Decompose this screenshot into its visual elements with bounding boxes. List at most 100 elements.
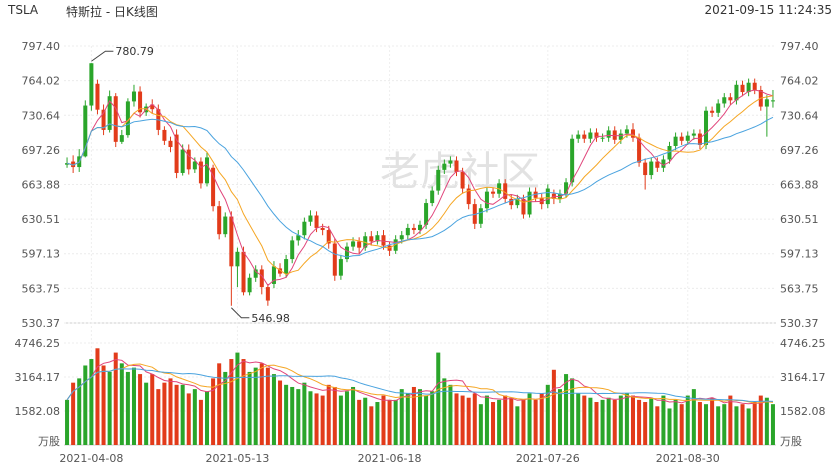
candle-body: [436, 169, 441, 191]
volume-bar: [466, 397, 471, 445]
price-tick-left: 797.40: [22, 40, 61, 53]
price-tick-right: 663.88: [780, 179, 819, 192]
volume-tick-left: 3164.17: [15, 371, 61, 384]
candle-body: [89, 63, 94, 106]
candle-body: [278, 268, 283, 274]
candle-body: [247, 277, 252, 293]
candle-body: [320, 227, 325, 231]
volume-bar: [685, 395, 690, 445]
candle-body: [180, 149, 185, 173]
volume-bar: [302, 382, 307, 445]
candle-body: [150, 104, 155, 110]
candle-body: [308, 215, 313, 222]
volume-bar: [497, 399, 502, 445]
volume-bar: [186, 393, 191, 445]
candle-body: [545, 188, 550, 205]
candle-body: [119, 135, 124, 142]
price-tick-right: 597.13: [780, 248, 819, 261]
volume-bar: [704, 404, 709, 445]
candle-body: [624, 129, 629, 134]
volume-bar: [168, 378, 173, 445]
stock-symbol: TSLA: [8, 3, 39, 17]
volume-tick-right: 4746.25: [780, 337, 826, 350]
volume-bar: [424, 395, 429, 445]
volume-bar: [618, 395, 623, 445]
volume-bar: [588, 397, 593, 445]
volume-bar: [95, 348, 100, 445]
candle-body: [734, 84, 739, 101]
volume-bar: [624, 393, 629, 445]
volume-bar: [357, 399, 362, 445]
candle-body: [417, 224, 423, 231]
candle-body: [259, 269, 264, 288]
volume-bar: [296, 389, 301, 445]
volume-bar: [253, 367, 258, 445]
candle-body: [101, 109, 106, 130]
candle-body: [302, 221, 307, 236]
candle-body: [679, 136, 684, 141]
candle-body: [217, 206, 222, 235]
volume-bar: [582, 395, 587, 445]
volume-bar: [564, 374, 569, 445]
candle-body: [606, 130, 611, 138]
date-tick-label: 2021-07-26: [516, 452, 580, 465]
volume-bar: [338, 395, 343, 445]
volume-bar: [284, 384, 289, 445]
volume-bar: [89, 359, 94, 445]
candle-body: [265, 287, 270, 301]
watermark-text: 老虎社区: [380, 149, 540, 195]
volume-bar: [192, 389, 197, 445]
candle-body: [235, 251, 240, 267]
candle-body: [673, 136, 678, 146]
candle-body: [411, 227, 416, 231]
volume-bar: [734, 406, 739, 445]
candle-body: [375, 235, 380, 242]
candle-body: [740, 84, 745, 93]
candle-body: [448, 160, 453, 164]
volume-bar: [752, 402, 757, 445]
candle-body: [211, 167, 216, 207]
volume-bar: [381, 395, 386, 445]
price-tick-right: 630.51: [780, 213, 819, 226]
volume-bar: [740, 404, 745, 445]
candle-body: [205, 157, 210, 184]
candle-body: [600, 137, 605, 139]
candle-body: [637, 137, 642, 163]
volume-bar: [211, 378, 216, 445]
candle-body: [357, 241, 362, 248]
chart-title: 特斯拉 - 日K线图: [66, 5, 158, 19]
volume-bar: [393, 399, 398, 445]
volume-bar: [290, 386, 295, 445]
volume-bar: [101, 365, 106, 445]
candle-body: [667, 145, 672, 160]
candle-body: [241, 251, 246, 293]
volume-bar: [83, 365, 88, 445]
volume-bar: [399, 389, 404, 445]
volume-bar: [113, 352, 118, 445]
volume-bar: [405, 393, 410, 445]
volume-bar: [484, 395, 489, 445]
candle-body: [728, 97, 733, 101]
candle-body: [618, 133, 623, 140]
volume-bar: [643, 402, 648, 445]
candle-body: [643, 162, 648, 176]
volume-bar: [557, 389, 562, 445]
volume-bar: [746, 408, 751, 445]
candle-body: [521, 198, 526, 215]
candle-body: [399, 235, 404, 240]
price-tick-right: 563.75: [780, 282, 819, 295]
volume-bar: [691, 389, 696, 445]
candle-body: [466, 188, 471, 205]
price-tick-left: 563.75: [22, 282, 61, 295]
candle-body: [770, 100, 775, 102]
candle-body: [454, 160, 459, 172]
candle-body: [746, 82, 751, 93]
candle-body: [594, 132, 599, 138]
candle-body: [65, 163, 70, 165]
candle-body: [491, 191, 496, 194]
candle-body: [515, 198, 520, 206]
volume-bar: [770, 404, 775, 445]
candle-body: [442, 163, 447, 170]
volume-bar: [417, 389, 423, 445]
candle-body: [752, 82, 757, 90]
